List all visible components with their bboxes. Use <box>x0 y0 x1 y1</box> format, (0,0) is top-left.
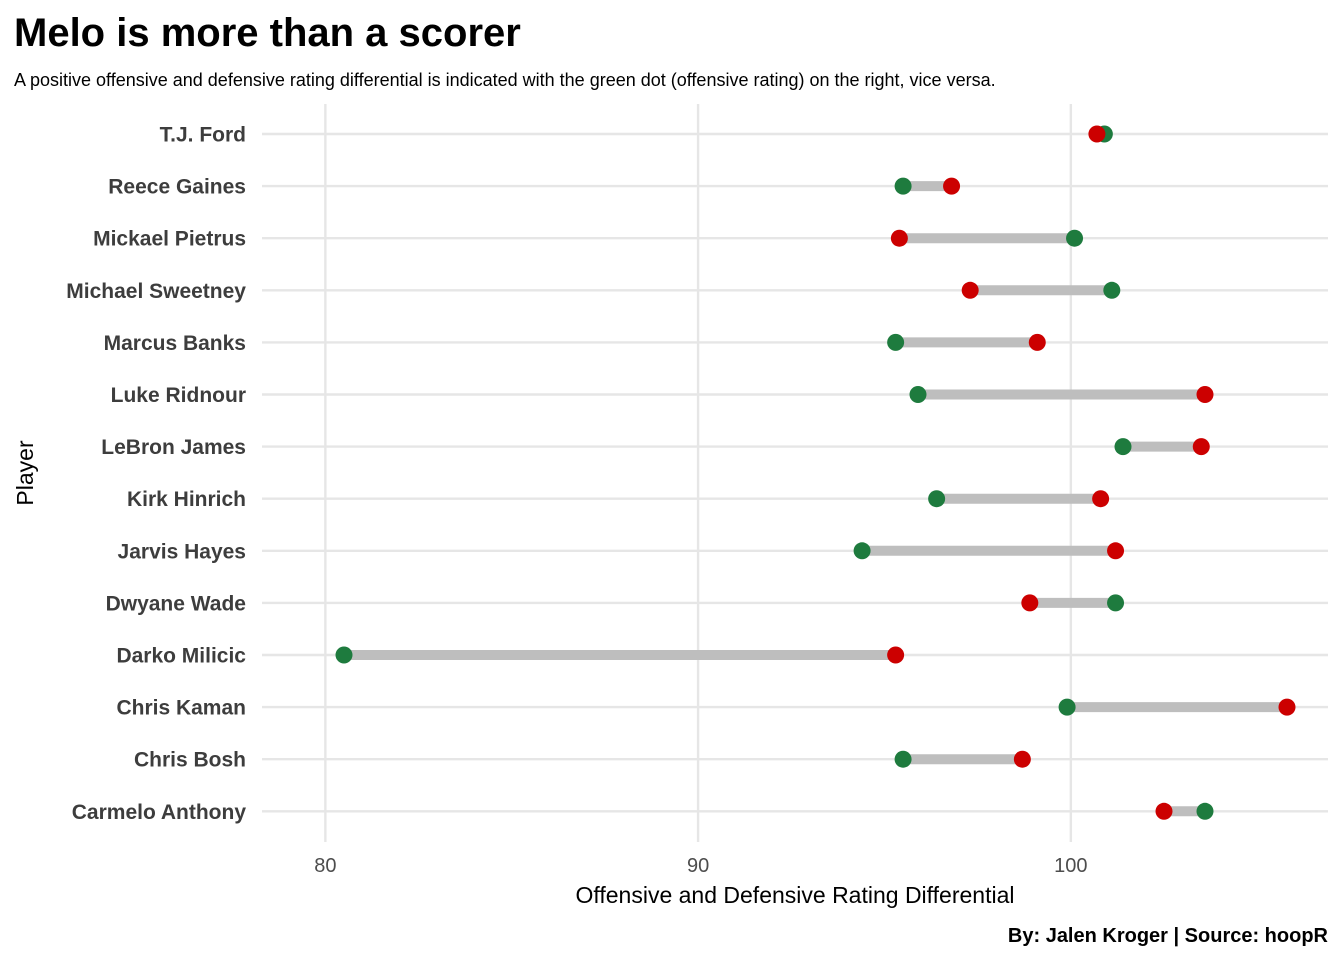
x-gridlines <box>324 104 1073 842</box>
chart-caption: By: Jalen Kroger | Source: hoopR <box>1008 925 1329 947</box>
offensive-rating-dot <box>853 542 871 560</box>
defensive-rating-dot <box>1192 438 1210 456</box>
x-tick-label: 80 <box>314 855 336 877</box>
x-tick-label: 100 <box>1054 855 1087 877</box>
offensive-rating-dot <box>894 750 912 768</box>
player-label: Marcus Banks <box>104 332 246 355</box>
defensive-rating-dot <box>1155 802 1173 820</box>
defensive-rating-dot <box>1092 490 1110 508</box>
player-label: T.J. Ford <box>160 124 246 147</box>
offensive-rating-dot <box>894 177 912 195</box>
offensive-rating-dot <box>887 333 905 351</box>
x-tick-label: 90 <box>687 855 709 877</box>
player-label: Chris Kaman <box>116 697 246 720</box>
chart-subtitle: A positive offensive and defensive ratin… <box>14 70 996 90</box>
defensive-rating-dot <box>1107 542 1125 560</box>
player-label: Luke Ridnour <box>111 384 246 407</box>
offensive-rating-dot <box>1066 229 1084 247</box>
defensive-rating-dot <box>890 229 908 247</box>
defensive-rating-dot <box>1013 750 1031 768</box>
defensive-rating-dot <box>1196 386 1214 403</box>
player-label: Dwyane Wade <box>106 592 246 615</box>
offensive-rating-dot <box>1058 698 1076 716</box>
y-axis-label: Player <box>12 440 38 506</box>
player-label: Darko Milicic <box>116 645 246 668</box>
player-label: Chris Bosh <box>134 749 246 772</box>
defensive-rating-dot <box>887 646 905 664</box>
player-label: Reece Gaines <box>108 176 246 199</box>
player-label: Michael Sweetney <box>66 280 246 303</box>
x-axis-label: Offensive and Defensive Rating Different… <box>576 882 1015 908</box>
player-label: Kirk Hinrich <box>127 488 246 511</box>
defensive-rating-dot <box>1278 698 1296 716</box>
player-label: LeBron James <box>101 436 246 459</box>
offensive-rating-dot <box>1114 438 1132 456</box>
offensive-rating-dot <box>1103 281 1121 299</box>
defensive-rating-dot <box>1088 125 1106 143</box>
offensive-rating-dot <box>335 646 353 664</box>
chart-title: Melo is more than a scorer <box>14 11 521 55</box>
x-tick-labels: 80 90 100 <box>314 855 1087 877</box>
defensive-rating-dot <box>943 177 961 195</box>
player-label: Mickael Pietrus <box>93 228 246 251</box>
offensive-rating-dot <box>1107 594 1125 612</box>
player-label: Jarvis Hayes <box>118 540 246 563</box>
rating-dots <box>335 125 1296 820</box>
offensive-rating-dot <box>909 386 927 403</box>
defensive-rating-dot <box>1028 333 1046 351</box>
defensive-rating-dot <box>1021 594 1039 612</box>
y-tick-labels: T.J. Ford Reece Gaines Mickael Pietrus Mich… <box>66 124 246 824</box>
rating-segments <box>344 129 1287 817</box>
offensive-rating-dot <box>928 490 946 508</box>
offensive-rating-dot <box>1196 802 1214 820</box>
player-label: Carmelo Anthony <box>72 801 247 824</box>
defensive-rating-dot <box>961 281 979 299</box>
